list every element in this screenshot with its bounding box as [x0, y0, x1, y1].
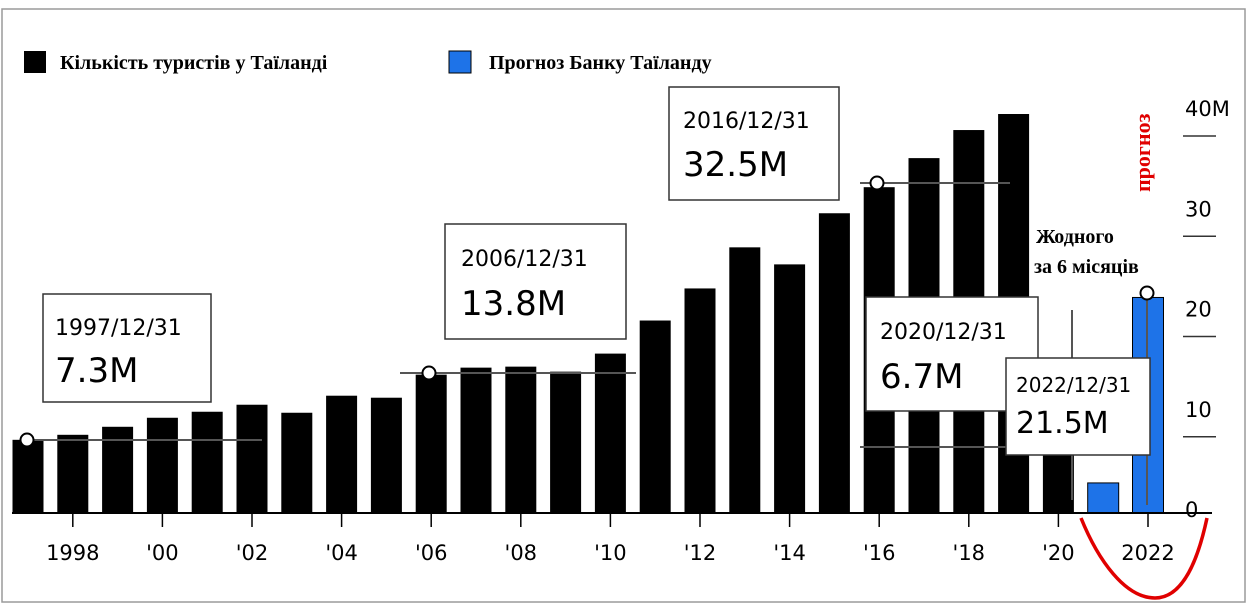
bar-2007 [460, 367, 492, 513]
bar-2009 [550, 371, 582, 513]
y-tick-label: 40M [1185, 97, 1230, 121]
legend-swatch-actual [24, 51, 46, 73]
bar-2011 [639, 320, 671, 513]
legend-label-forecast: Прогноз Банку Таїланду [489, 52, 712, 74]
bar-2003 [281, 412, 313, 513]
bar-2000 [146, 417, 178, 513]
annotation-2006-date: 2006/12/31 [461, 247, 588, 272]
x-tick-label: '14 [773, 541, 806, 565]
x-axis-ticks: 1998 '00 '02 '04 '06 '08 '10 '12 '14 '16 '18 '20 202… [46, 513, 1175, 565]
annotation-2016-date: 2016/12/31 [683, 109, 810, 134]
y-tick-label: 10 [1185, 398, 1212, 422]
legend-label-actual: Кількість туристів у Таїланді [60, 52, 328, 74]
marker-2022 [1139, 285, 1155, 301]
annotation-1997-date: 1997/12/31 [55, 316, 182, 341]
x-tick-label: '10 [594, 541, 627, 565]
x-tick-label: '04 [325, 541, 358, 565]
chart-frame [1, 8, 1246, 603]
annotation-2022-value: 21.5M [1016, 406, 1109, 441]
legend-swatch-forecast [448, 50, 472, 74]
bar-2015 [818, 213, 850, 513]
annotation-2020-value: 6.7M [880, 357, 963, 397]
y-tick-label: 0 [1185, 498, 1198, 522]
x-tick-label: 1998 [46, 541, 99, 565]
annotation-2016-value: 32.5M [683, 145, 788, 185]
bar-1998 [57, 434, 89, 513]
bar-2002 [236, 404, 268, 513]
x-tick-label: '18 [953, 541, 986, 565]
annotation-2022-date: 2022/12/31 [1016, 373, 1131, 397]
forecast-label: прогноз [1130, 113, 1155, 192]
marker-2016 [869, 175, 885, 191]
bar-2008 [505, 366, 537, 513]
bar-2013 [729, 247, 761, 513]
annotation-1997-value: 7.3M [55, 351, 138, 391]
annotation-2020: 2020/12/31 6.7M [865, 296, 1039, 412]
x-tick-label: '00 [146, 541, 179, 565]
bar-2021 [1087, 482, 1120, 514]
bar-2020 [1042, 445, 1074, 513]
x-tick-label: 2022 [1121, 541, 1174, 565]
bar-2012 [684, 288, 716, 513]
note: Жодного за 6 місяців [1034, 226, 1139, 278]
y-tick-label: 30 [1185, 197, 1212, 221]
annotation-2006: 2006/12/31 13.8M [444, 223, 627, 340]
x-tick-label: '06 [415, 541, 448, 565]
bar-2014 [774, 264, 806, 513]
x-tick-label: '12 [684, 541, 717, 565]
x-tick-label: '08 [505, 541, 538, 565]
marker-2006 [421, 365, 437, 381]
bar-2004 [326, 395, 358, 513]
x-tick-label: '16 [863, 541, 896, 565]
y-axis-ticks: 0 10 20 30 40M [1185, 97, 1230, 522]
bar-2001 [191, 411, 223, 513]
annotation-2006-value: 13.8M [461, 284, 566, 324]
marker-1997 [19, 432, 35, 448]
note-line-2: за 6 місяців [1034, 256, 1139, 278]
note-line-1: Жодного [1036, 226, 1114, 248]
bar-2006 [415, 374, 447, 513]
annotation-2020-date: 2020/12/31 [880, 320, 1007, 345]
annotation-2016: 2016/12/31 32.5M [668, 86, 840, 201]
bar-2005 [370, 397, 402, 513]
markers [19, 175, 1155, 448]
annotation-2022: 2022/12/31 21.5M [1005, 357, 1151, 456]
legend: Кількість туристів у Таїланді Прогноз Ба… [24, 50, 712, 74]
x-tick-label: '20 [1042, 541, 1075, 565]
bar-1997 [12, 439, 44, 513]
bar-2010 [594, 353, 626, 513]
y-tick-label: 20 [1185, 298, 1212, 322]
forecast-curve [1079, 517, 1209, 600]
annotation-1997: 1997/12/31 7.3M [42, 293, 212, 403]
y-grid [1183, 135, 1216, 438]
x-tick-label: '02 [236, 541, 269, 565]
bar-1999 [102, 426, 134, 513]
